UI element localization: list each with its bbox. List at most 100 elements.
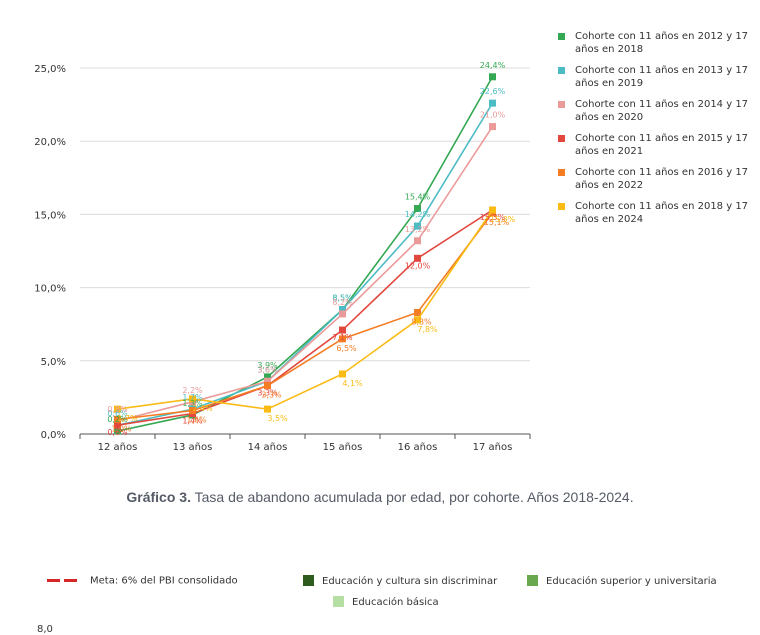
data-label: 1,4% <box>182 417 203 426</box>
data-point <box>489 123 496 131</box>
data-label: 21,0% <box>480 111 506 120</box>
next-chart-legend-target: Meta: 6% del PBI consolidado <box>47 575 238 587</box>
data-label: 4,1% <box>342 379 363 388</box>
x-tick-label: 14 años <box>248 442 288 453</box>
data-label: 22,6% <box>480 87 506 96</box>
y-tick-label: 25,0% <box>34 64 66 75</box>
y-tick-label: 0,0% <box>41 430 66 441</box>
legend-target-label: Meta: 6% del PBI consolidado <box>90 575 238 587</box>
legend-label: Cohorte con 11 años en 2013 y 17 años en… <box>575 65 749 89</box>
data-label: 3,9% <box>257 361 278 370</box>
legend-item: Cohorte con 11 años en 2015 y 17 años en… <box>558 132 758 166</box>
data-label: 15,4% <box>405 193 431 202</box>
legend-swatch-icon <box>558 135 565 142</box>
x-tick-label: 13 años <box>173 442 213 453</box>
data-label: 8,5% <box>332 294 353 303</box>
data-label: 3,3% <box>257 389 278 398</box>
data-label: 1,3% <box>182 399 203 408</box>
caption-text: Tasa de abandono acumulada por edad, por… <box>190 489 634 505</box>
data-point <box>339 335 346 343</box>
data-point <box>414 205 421 213</box>
data-point <box>339 326 346 334</box>
data-label: 0,6% <box>107 409 128 418</box>
data-label: 7,1% <box>332 333 353 342</box>
data-label: 0,9% <box>107 405 128 414</box>
legend-culture-label: Educación y cultura sin discriminar <box>322 576 498 587</box>
data-point <box>489 99 496 107</box>
legend-item: Cohorte con 11 años en 2012 y 17 años en… <box>558 30 758 64</box>
data-label: 1,0% <box>111 424 132 433</box>
data-point <box>114 415 121 423</box>
data-label: 3,3% <box>261 391 282 400</box>
data-label: 0,6% <box>107 428 128 437</box>
x-tick-label: 12 años <box>98 442 138 453</box>
chart-legend: Cohorte con 11 años en 2012 y 17 años en… <box>558 30 758 234</box>
data-label: 13,2% <box>405 225 431 234</box>
x-tick-label: 17 años <box>473 442 513 453</box>
data-point <box>189 407 196 415</box>
series-lines <box>114 73 496 435</box>
data-label: 6,5% <box>336 344 357 353</box>
data-point <box>114 421 121 429</box>
data-label: 3,6% <box>257 365 278 374</box>
data-label: 0,2% <box>107 415 128 424</box>
legend-label: Cohorte con 11 años en 2014 y 17 años en… <box>575 99 749 123</box>
legend-swatch-icon <box>558 101 565 108</box>
legend-swatch-icon <box>558 203 565 210</box>
data-label: 7,8% <box>417 325 438 334</box>
series-line <box>117 209 493 427</box>
data-label: 3,6% <box>257 365 278 374</box>
data-label: 3,5% <box>267 414 288 423</box>
data-point <box>264 405 271 413</box>
data-point <box>189 395 196 403</box>
data-label: 8,2% <box>332 298 353 307</box>
data-point <box>264 382 271 390</box>
data-label: 8,3% <box>411 317 432 326</box>
legend-item: Cohorte con 11 años en 2013 y 17 años en… <box>558 64 758 98</box>
data-label: 14,2% <box>405 210 431 219</box>
gridlines <box>80 67 530 435</box>
series-line <box>117 102 494 426</box>
next-chart-legend-culture: Educación y cultura sin discriminar <box>303 575 497 587</box>
x-tick-label: 15 años <box>323 442 363 453</box>
data-label: 2,4% <box>192 404 213 413</box>
data-label: 1,7% <box>117 414 138 423</box>
y-tick-label: 5,0% <box>41 357 66 368</box>
y-tick-label: 10,0% <box>34 284 66 295</box>
legend-label: Cohorte con 11 años en 2016 y 17 años en… <box>575 167 749 191</box>
series-line <box>117 126 494 422</box>
legend-item: Cohorte con 11 años en 2016 y 17 años en… <box>558 166 758 200</box>
legend-swatch-icon <box>558 169 565 176</box>
legend-basica-label: Educación básica <box>352 597 439 608</box>
x-axis: 12 años 13 años 14 años 15 años 16 años 17 añ… <box>79 434 531 453</box>
data-point <box>414 237 421 245</box>
data-point <box>489 73 496 81</box>
data-point <box>339 306 346 314</box>
chart-caption: Gráfico 3. Tasa de abandono acumulada po… <box>0 489 760 505</box>
legend-superior-label: Educación superior y universitaria <box>546 576 717 587</box>
data-label: 15,3% <box>480 213 506 222</box>
legend-item: Cohorte con 11 años en 2014 y 17 años en… <box>558 98 758 132</box>
next-chart-legend-superior: Educación superior y universitaria <box>527 575 717 587</box>
legend-item: Cohorte con 11 años en 2018 y 17 años en… <box>558 200 758 234</box>
legend-label: Cohorte con 11 años en 2018 y 17 años en… <box>575 201 749 225</box>
data-point <box>339 370 346 378</box>
data-point <box>414 254 421 262</box>
legend-swatch-icon <box>303 575 314 586</box>
data-point <box>114 427 121 435</box>
x-tick-label: 16 años <box>398 442 438 453</box>
data-point <box>114 405 121 413</box>
data-label: 2,2% <box>182 386 203 395</box>
data-point <box>414 316 421 324</box>
legend-swatch-icon <box>558 67 565 74</box>
data-label: 12,0% <box>405 261 431 270</box>
legend-label: Cohorte con 11 años en 2015 y 17 años en… <box>575 133 749 157</box>
legend-swatch-icon <box>527 575 538 586</box>
data-labels: 0,2%1,3%3,9%8,5%15,4%24,4%0,6%1,7%3,6%8,… <box>107 61 515 437</box>
data-label: 8,5% <box>332 294 353 303</box>
y-tick-label: 20,0% <box>34 137 66 148</box>
legend-swatch-icon <box>558 33 565 40</box>
series-line <box>117 209 494 410</box>
legend-swatch-icon <box>333 596 344 607</box>
data-point <box>264 373 271 381</box>
